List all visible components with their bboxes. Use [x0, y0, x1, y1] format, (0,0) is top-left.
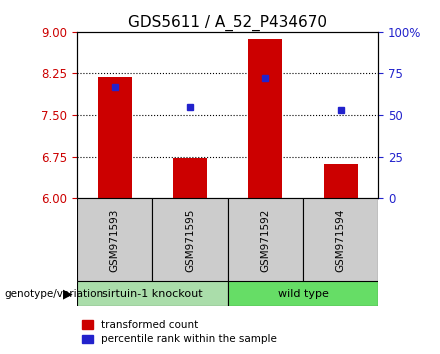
Bar	[303, 198, 378, 281]
Text: ▶: ▶	[63, 287, 73, 300]
Legend: transformed count, percentile rank within the sample: transformed count, percentile rank withi…	[82, 320, 277, 344]
Bar	[249, 39, 282, 198]
Bar	[324, 164, 358, 198]
Bar	[228, 281, 378, 306]
Bar	[152, 198, 228, 281]
Text: GSM971592: GSM971592	[260, 208, 270, 272]
Text: GSM971595: GSM971595	[185, 208, 195, 272]
Bar	[77, 281, 228, 306]
Text: GSM971594: GSM971594	[336, 208, 346, 272]
Text: sirtuin-1 knockout: sirtuin-1 knockout	[102, 289, 203, 299]
Bar	[228, 198, 303, 281]
Text: GSM971593: GSM971593	[110, 208, 120, 272]
Bar	[77, 198, 152, 281]
Bar	[98, 77, 132, 198]
Text: wild type: wild type	[278, 289, 329, 299]
Title: GDS5611 / A_52_P434670: GDS5611 / A_52_P434670	[128, 14, 327, 30]
Text: genotype/variation: genotype/variation	[4, 289, 103, 299]
Bar	[173, 158, 207, 198]
